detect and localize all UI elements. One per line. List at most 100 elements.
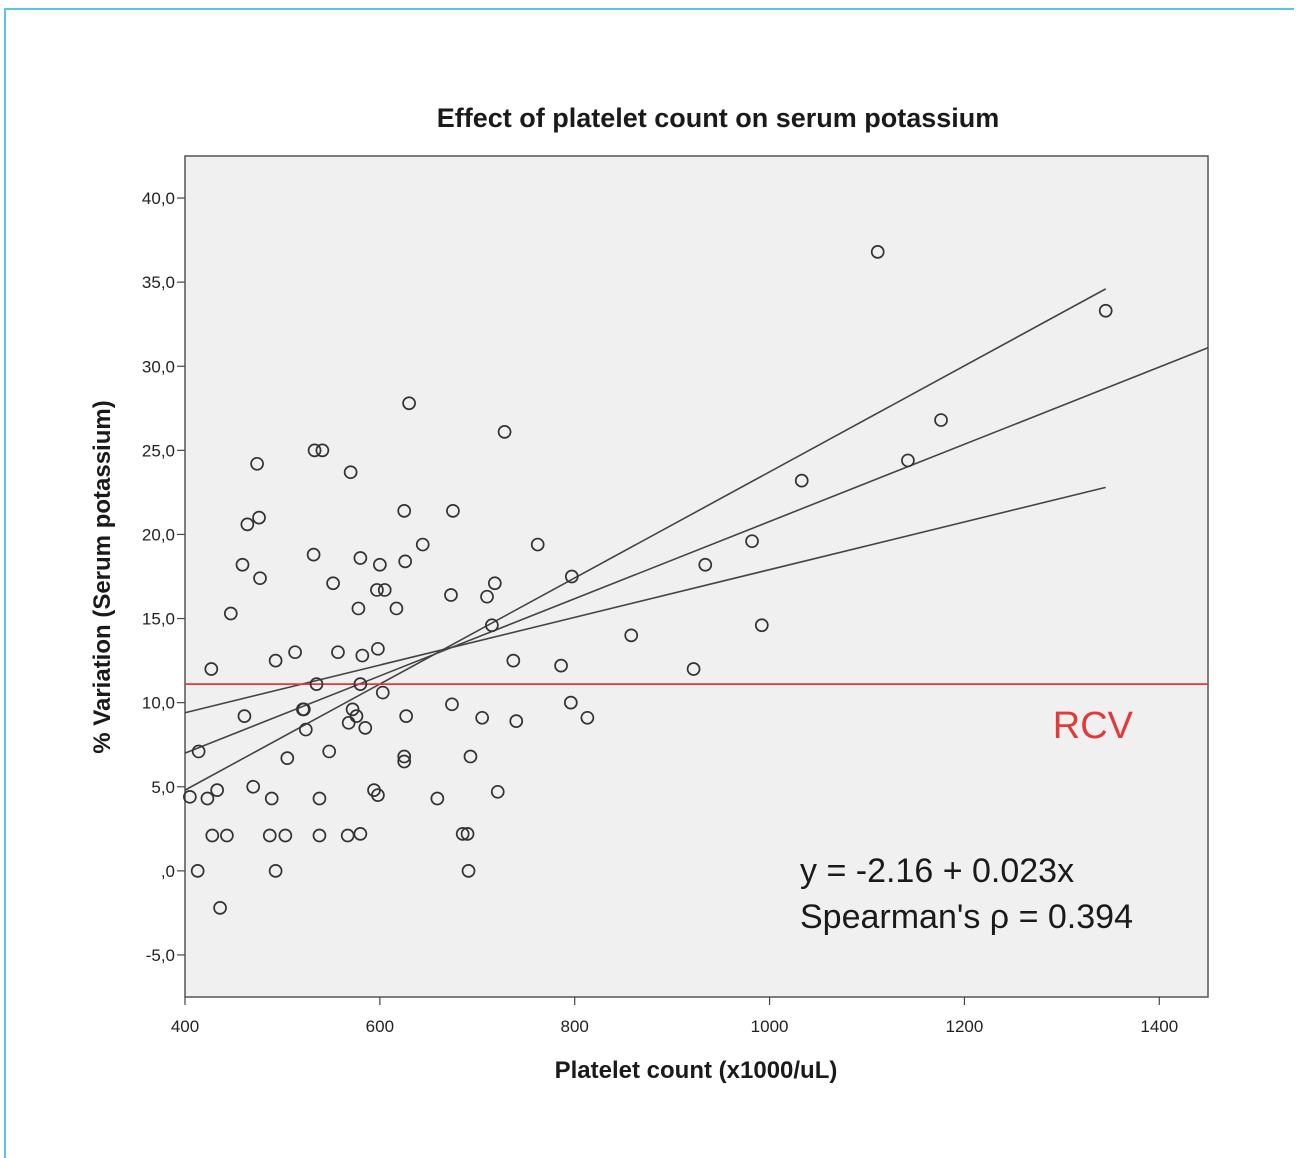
data-point [250,456,264,471]
data-point [399,709,414,723]
data-point [288,645,302,660]
data-point [307,443,322,458]
figure-frame [4,8,1294,1158]
data-point [455,826,470,841]
data-point [371,788,385,803]
data-point [252,510,266,525]
data-point [901,453,915,468]
data-point [446,504,460,518]
data-point [485,618,499,633]
data-point [340,828,355,843]
data-point [373,557,387,572]
data-point [564,569,579,584]
data-point [430,791,445,806]
data-point [264,791,279,806]
data-point [204,662,219,676]
data-point [246,779,261,794]
data-point [297,702,311,717]
data-point [349,709,364,723]
data-point [353,551,368,565]
data-point [371,641,385,656]
data-point [397,754,412,769]
data-point [351,601,366,616]
y-tick-label: 40,0 [142,189,175,208]
data-point [355,648,370,663]
data-point [487,576,502,591]
x-tick-label: 400 [171,1017,199,1036]
data-point [341,715,356,730]
data-point [389,601,404,616]
confidence-band-upper [184,288,1107,791]
data-point [309,677,324,691]
data-point [415,537,430,552]
data-point [370,583,384,597]
data-point [326,576,340,591]
data-point [278,828,293,843]
data-point [190,863,205,878]
data-point [375,685,390,700]
chart-title: Effect of platelet count on serum potass… [437,103,1000,133]
data-point [298,722,313,737]
data-point [191,744,206,759]
y-tick-label: 5,0 [151,778,175,797]
data-point [506,653,521,668]
data-point [1098,303,1113,318]
data-point [240,517,255,532]
x-tick-label: 1000 [751,1017,789,1036]
y-tick-label: ,0 [161,862,175,881]
data-point [934,413,948,427]
y-axis-label: % Variation (Serum potassium) [89,400,116,753]
data-point [490,784,505,799]
data-point [183,789,197,804]
y-tick-label: 10,0 [142,694,175,713]
x-tick-label: 1200 [946,1017,984,1036]
y-tick-label: -5,0 [146,946,175,965]
data-point [280,751,295,766]
data-point [315,443,330,458]
data-point [398,554,413,569]
data-point [210,783,225,797]
y-tick-label: 25,0 [142,441,175,460]
data-point [480,589,494,604]
data-point [200,791,215,806]
data-point [262,828,277,843]
data-point [444,588,458,602]
data-point [377,583,392,597]
data-point [205,828,220,843]
data-point [754,618,769,633]
data-point [461,863,476,878]
x-tick-label: 1400 [1140,1017,1178,1036]
rcv-label: RCV [1053,705,1134,747]
x-tick-label: 600 [366,1017,394,1036]
data-point [554,658,568,673]
data-point [624,628,639,643]
data-point [312,791,327,806]
data-point [312,828,327,843]
y-tick-label: 30,0 [142,357,175,376]
data-point [870,245,885,259]
data-point [306,547,321,562]
data-point [497,424,512,439]
y-tick-label: 15,0 [142,610,175,629]
regression-equation: y = -2.16 + 0.023x [800,852,1074,890]
data-point [213,901,227,915]
data-point [397,749,412,764]
spearman-coefficient: Spearman's ρ = 0.394 [800,898,1133,936]
y-tick-label: 20,0 [142,525,175,544]
data-point [220,828,234,843]
data-point [353,826,368,841]
data-point [397,504,412,518]
data-point [358,721,373,735]
data-point [343,465,358,480]
data-point [237,709,252,723]
data-point [268,653,283,668]
data-point [509,714,524,729]
data-point [530,537,545,552]
confidence-band-lower [184,486,1106,714]
y-tick-label: 35,0 [142,273,175,292]
data-point [475,710,490,725]
data-point [686,662,701,676]
data-point [563,695,578,710]
data-point [345,702,360,717]
